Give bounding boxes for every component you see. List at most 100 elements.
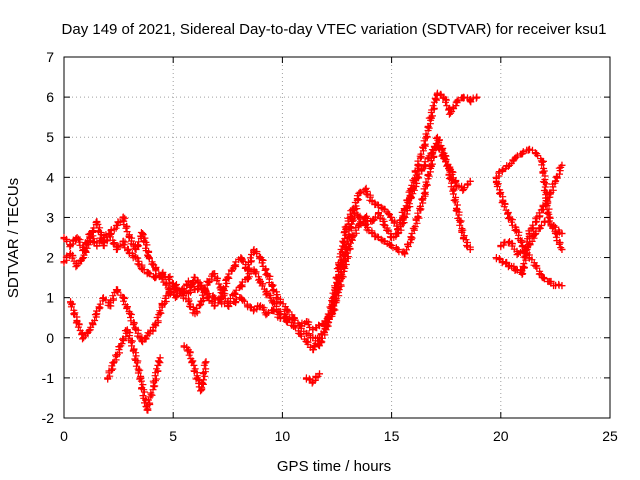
data-point (263, 270, 271, 278)
data-point (289, 322, 297, 330)
chart-title: Day 149 of 2021, Sidereal Day-to-day VTE… (62, 21, 607, 38)
data-point (466, 246, 474, 254)
data-point (309, 346, 317, 354)
data-point (519, 149, 527, 157)
data-point (104, 374, 112, 382)
y-tick-label: 4 (46, 169, 54, 185)
data-point (230, 298, 238, 306)
data-point (119, 213, 127, 221)
data-point (551, 177, 559, 185)
data-point (257, 254, 265, 262)
data-point (270, 298, 278, 306)
data-point (427, 161, 435, 169)
data-point (532, 217, 540, 225)
data-point (139, 229, 147, 237)
data-point (296, 330, 304, 338)
x-tick-label: 25 (602, 428, 618, 444)
data-point (126, 234, 134, 241)
y-tick-label: 0 (46, 330, 54, 346)
data-point (453, 205, 461, 213)
data-point (401, 213, 409, 221)
data-point (466, 177, 474, 185)
data-point (243, 302, 251, 310)
series-s3 (67, 141, 474, 354)
x-tick-label: 0 (60, 428, 68, 444)
data-point (335, 262, 343, 270)
data-point (152, 274, 160, 282)
data-point (538, 274, 546, 282)
y-tick-label: -1 (42, 370, 55, 386)
series-markers-s5 (180, 343, 210, 395)
data-point (302, 318, 310, 326)
data-point (420, 189, 428, 197)
data-point (381, 205, 389, 213)
data-point (171, 282, 179, 290)
data-point (80, 254, 88, 262)
data-point (283, 314, 291, 322)
data-point (263, 310, 271, 318)
data-point (126, 310, 134, 318)
y-tick-label: -2 (42, 410, 55, 426)
data-point (204, 294, 212, 302)
data-point (224, 298, 232, 306)
series-s7 (492, 161, 566, 278)
data-point (506, 262, 514, 270)
data-point (99, 242, 107, 250)
data-point (158, 274, 166, 282)
data-point (67, 250, 75, 258)
data-point (335, 286, 343, 294)
data-point (165, 290, 173, 298)
data-point (549, 221, 557, 229)
data-point (342, 225, 350, 233)
data-point (420, 161, 428, 169)
data-point (316, 334, 324, 342)
data-point (237, 254, 245, 262)
data-point (538, 205, 546, 213)
data-point (381, 221, 389, 229)
data-point (309, 326, 317, 334)
data-point (93, 310, 101, 318)
data-point (433, 133, 441, 141)
data-point (250, 246, 258, 254)
data-point (558, 282, 566, 290)
series-markers-s4 (104, 327, 164, 414)
data-point (250, 266, 258, 274)
data-point (427, 113, 435, 121)
data-point (316, 370, 324, 378)
data-point (374, 209, 382, 217)
data-point (506, 161, 514, 169)
data-point (132, 246, 140, 254)
data-point (473, 93, 481, 101)
data-point (145, 254, 153, 262)
data-point (224, 274, 232, 282)
series-s4 (104, 326, 164, 414)
x-tick-label: 20 (493, 428, 509, 444)
data-point (540, 217, 548, 225)
data-point (106, 302, 114, 310)
data-point (112, 286, 120, 294)
data-point (407, 193, 415, 201)
data-point (250, 306, 258, 314)
data-point (139, 266, 147, 274)
data-point (112, 246, 120, 254)
x-tick-label: 5 (169, 428, 177, 444)
data-point (388, 213, 396, 221)
data-point (211, 270, 219, 278)
data-point (257, 302, 265, 310)
data-point (506, 213, 514, 221)
data-point (512, 153, 520, 161)
data-point (525, 254, 533, 262)
data-point (302, 374, 310, 382)
data-point (499, 258, 507, 266)
data-point (440, 93, 448, 101)
data-point (433, 89, 441, 97)
data-point (355, 221, 363, 229)
data-point (523, 246, 531, 254)
data-point (401, 250, 409, 258)
data-point (276, 298, 284, 306)
data-point (211, 294, 219, 302)
data-point (368, 217, 376, 225)
data-point (132, 254, 140, 262)
data-point (270, 286, 278, 294)
